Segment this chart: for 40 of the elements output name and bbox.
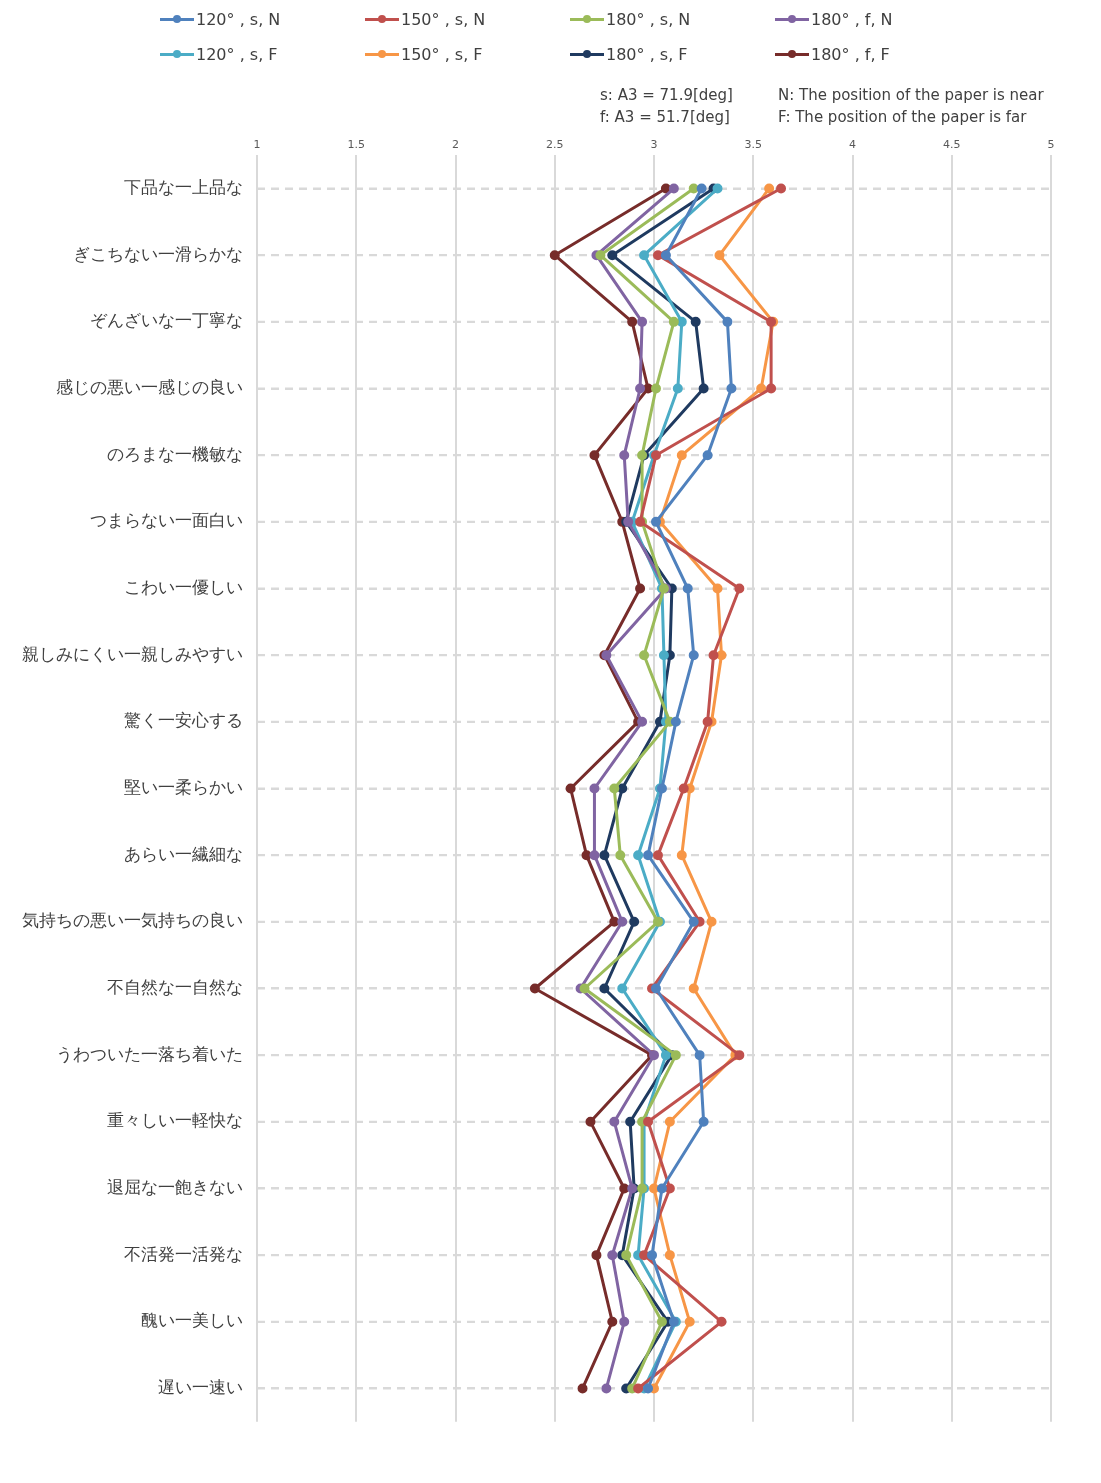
x-tick-label: 4.5 <box>943 138 961 152</box>
x-tick-label: 1.5 <box>347 138 365 152</box>
y-tick-label: 不自然な一自然な <box>107 976 243 997</box>
legend-label: 180° , f, F <box>811 45 890 64</box>
text: N: The position of the paper is near <box>777 86 1044 104</box>
y-tick-label: のろまな一機敏な <box>107 443 243 464</box>
y-tick-label: 退屈な一飽きない <box>107 1176 243 1197</box>
x-tick-label: 3 <box>650 138 658 152</box>
x-tick-label: 4 <box>849 138 856 152</box>
y-tick-label: つまらない一面白い <box>90 510 243 531</box>
legend-label: 150° , s, F <box>401 45 483 64</box>
y-tick-label: 醜い一美しい <box>141 1310 243 1331</box>
y-tick-label: ぎこちない一滑らかな <box>73 243 243 264</box>
y-tick-label: 下品な一上品な <box>124 176 243 197</box>
text: f: A3 = 51.7[deg] <box>600 108 731 126</box>
y-tick-label: 不活発一活発な <box>124 1243 243 1264</box>
y-tick-label: うわついた一落ち着いた <box>56 1043 243 1064</box>
y-tick-label: 驚く一安心する <box>124 710 243 731</box>
y-tick-label: 重々しい一軽快な <box>107 1110 243 1131</box>
legend-label: 150° , s, N <box>401 10 486 29</box>
x-tick-label: 5 <box>1047 138 1055 152</box>
y-tick-label: 気持ちの悪い一気持ちの良い <box>22 910 243 931</box>
x-tick-label: 1 <box>253 138 261 152</box>
y-tick-label: 親しみにくい一親しみやすい <box>22 643 243 664</box>
y-tick-label: ぞんざいな一丁寧な <box>90 310 243 331</box>
y-tick-label: 感じの悪い一感じの良い <box>56 376 243 397</box>
y-tick-label: 遅い一速い <box>158 1376 243 1397</box>
legend-label: 180° , s, F <box>606 45 688 64</box>
text: s: A3 = 71.9[deg] <box>600 86 733 104</box>
legend-label: 120° , s, N <box>196 10 281 29</box>
y-tick-label: こわい一優しい <box>124 576 243 597</box>
legend-label: 120° , s, F <box>196 45 278 64</box>
legend-label: 180° , s, N <box>606 10 691 29</box>
legend-label: 180° , f, N <box>811 10 893 29</box>
y-tick-label: 堅い一柔らかい <box>124 776 243 797</box>
x-tick-label: 2 <box>452 138 459 152</box>
y-tick-label: あらい一繊細な <box>124 843 243 864</box>
text: F: The position of the paper is far <box>777 108 1028 126</box>
x-tick-label: 3.5 <box>744 138 762 152</box>
x-tick-label: 2.5 <box>546 138 564 152</box>
